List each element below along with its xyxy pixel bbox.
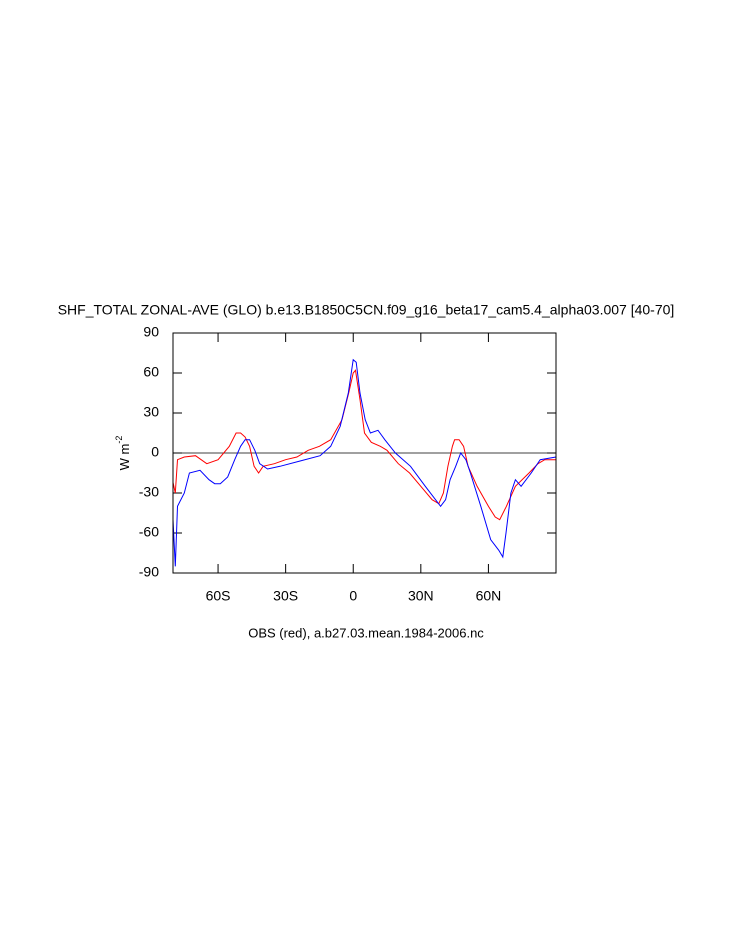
y-label-text: W m bbox=[117, 444, 132, 471]
y-tick-label: -30 bbox=[139, 484, 159, 500]
y-tick-label: -90 bbox=[139, 564, 159, 580]
x-tick-label: 30S bbox=[273, 588, 298, 604]
data-line bbox=[172, 358, 557, 567]
y-tick-label: 90 bbox=[143, 324, 159, 340]
y-label-sup: -2 bbox=[114, 436, 124, 444]
footer: OBS (red), a.b27.03.mean.1984-2006.nc bbox=[248, 625, 484, 640]
y-tick-label: 0 bbox=[151, 444, 159, 460]
y-tick-label: 60 bbox=[143, 364, 159, 380]
data-line bbox=[172, 369, 556, 521]
y-axis-label: W m-2 bbox=[114, 436, 132, 471]
plot-frame bbox=[172, 332, 557, 574]
chart-title: SHF_TOTAL ZONAL-AVE (GLO) b.e13.B1850C5C… bbox=[58, 302, 675, 318]
x-tick-label: 30N bbox=[408, 588, 434, 604]
x-tick-label: 60N bbox=[476, 588, 502, 604]
x-tick-label: 60S bbox=[206, 588, 231, 604]
y-tick-label: 30 bbox=[143, 404, 159, 420]
x-tick-label: 0 bbox=[349, 588, 357, 604]
y-tick-label: -60 bbox=[139, 524, 159, 540]
